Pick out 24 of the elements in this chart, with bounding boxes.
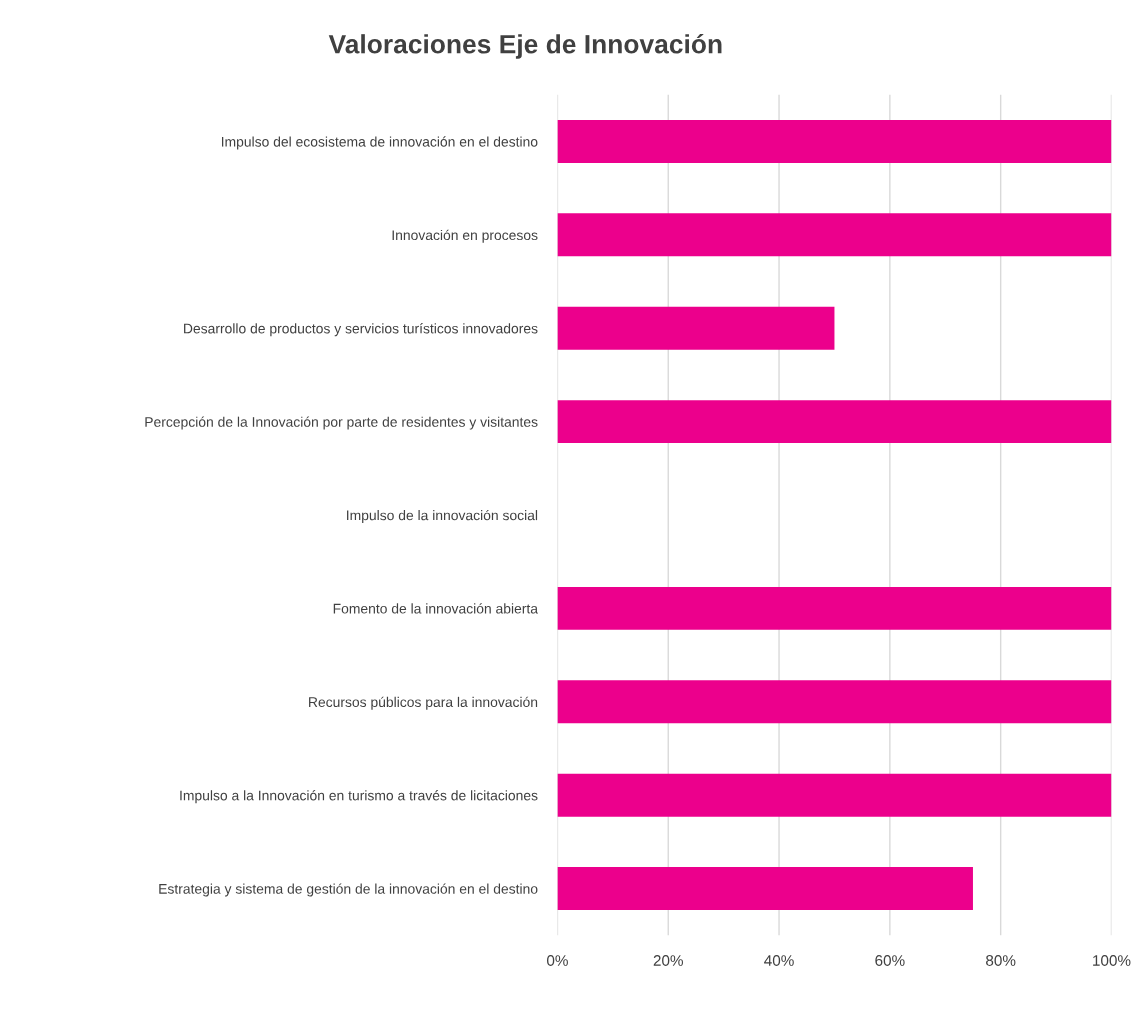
x-tick-label: 80% <box>986 955 1016 966</box>
x-tick-label: 60% <box>875 955 905 966</box>
chart-title: Valoraciones Eje de Innovación <box>328 33 722 59</box>
x-tick-label: 100% <box>1093 955 1131 966</box>
y-tick-label: Percepción de la Innovación por parte de residentes y visitantes <box>145 416 538 430</box>
bar <box>557 680 1112 724</box>
y-tick-label: Innovación en procesos <box>392 229 538 243</box>
x-tick-label: 20% <box>653 955 683 966</box>
y-tick-label: Estrategia y sistema de gestión de la innovación en el destino <box>159 883 538 897</box>
x-tick-label: 40% <box>764 955 794 966</box>
bar <box>557 586 1112 630</box>
y-tick-label: Recursos públicos para la innovación <box>309 696 538 710</box>
y-tick-label: Impulso de la innovación social <box>347 509 538 523</box>
bar <box>557 400 1112 444</box>
x-tick-label: 0% <box>546 955 568 966</box>
y-tick-label: Desarrollo de productos y servicios turísticos innovadores <box>184 323 538 337</box>
y-tick-label: Impulso a la Innovación en turismo a través de licitaciones <box>180 790 538 804</box>
y-tick-label: Impulso del ecosistema de innovación en el destino <box>221 136 538 150</box>
y-tick-label: Fomento de la innovación abierta <box>333 603 539 614</box>
bar <box>557 119 1112 163</box>
bar <box>557 867 973 911</box>
bar <box>557 773 1112 817</box>
bar <box>557 213 1112 257</box>
bar <box>557 306 835 350</box>
